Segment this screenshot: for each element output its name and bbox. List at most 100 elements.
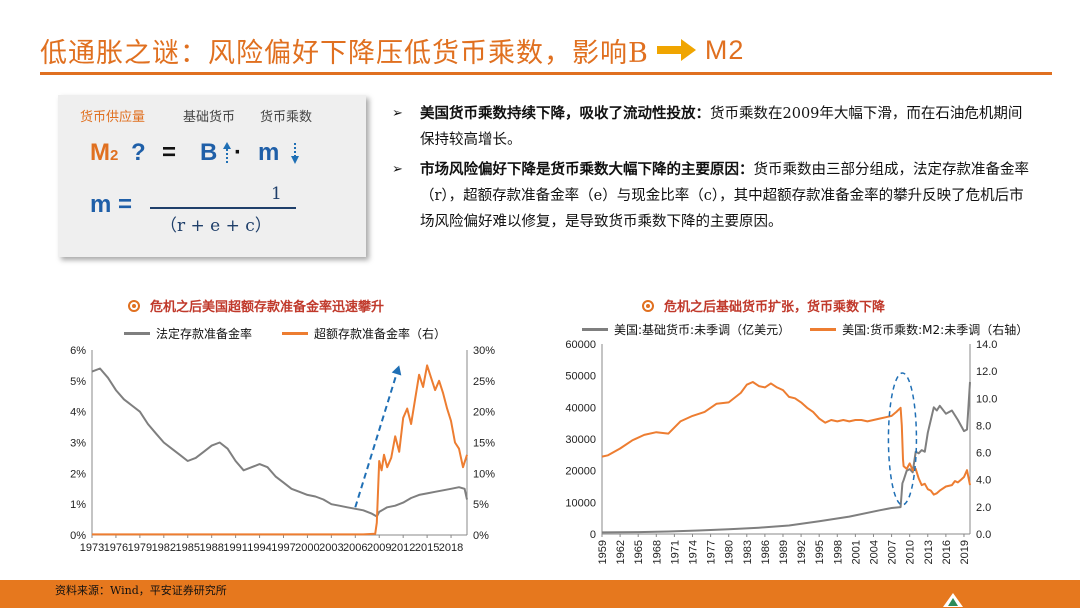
chart2-title: 危机之后基础货币扩张，货币乘数下降 [642,296,885,315]
x-tick-label: 2013 [923,540,935,564]
title-divider [40,72,1052,75]
y-left-tick-label: 0% [70,530,86,542]
bullet-heading: 美国货币乘数持续下降，吸收了流动性投放： [420,105,710,122]
x-tick-label: 1983 [742,540,754,564]
y-left-tick-label: 6% [70,345,86,357]
x-tick-label: 1982 [152,542,176,554]
y-right-tick-label: 20% [473,407,495,419]
legend-swatch-orange [282,332,309,335]
x-tick-label: 1988 [199,542,223,554]
footer-bar [0,580,1080,608]
legend-label: 美国:基础货币:未季调（亿美元） [614,323,791,337]
y-right-tick-label: 8.0 [976,420,991,432]
x-tick-label: 2018 [439,542,463,554]
series-line-1 [92,364,468,536]
formula-label-supply: 货币供应量 [80,110,146,125]
bullet-text: 货币乘数由三部分组成，法定存款准备金率（r），超额存款准备金率（e）与现金比率（… [420,162,1029,230]
legend-label: 超额存款准备金率（右） [314,327,447,341]
target-icon [642,299,654,312]
formula-denominator: （r + e + c） [160,216,272,236]
y-left-tick-label: 0 [590,529,596,541]
x-tick-label: 1965 [633,540,645,564]
x-tick-label: 1994 [247,542,271,554]
y-right-tick-label: 2.0 [976,502,991,514]
legend-label: 美国:货币乘数:M2:未季调（右轴） [842,323,1029,337]
chart1-title: 危机之后美国超额存款准备金率迅速攀升 [128,296,384,315]
page-title-suffix: M2 [704,34,745,65]
y-right-tick-label: 25% [473,376,495,388]
x-tick-label: 1973 [80,542,104,554]
y-left-tick-label: 4% [70,407,86,419]
x-tick-label: 1997 [271,542,295,554]
down-arrow-icon [291,143,299,164]
highlight-ellipse [887,372,918,506]
y-right-tick-label: 10.0 [976,393,997,405]
formula-question: ? [131,139,146,166]
x-tick-label: 1971 [669,540,681,564]
x-tick-label: 2000 [295,542,319,554]
x-tick-label: 2003 [319,542,343,554]
x-tick-label: 1998 [832,540,844,564]
bullet-list: ➢ 美国货币乘数持续下降，吸收了流动性投放：货币乘数在2009年大幅下滑，而在石… [390,101,1030,239]
x-tick-label: 2012 [391,542,415,554]
y-right-tick-label: 0% [473,530,489,542]
x-tick-label: 2016 [941,540,953,564]
x-tick-label: 1962 [615,540,627,564]
formula-dot: · [234,139,242,166]
x-tick-label: 2010 [905,540,917,564]
y-right-tick-label: 5% [473,499,489,511]
legend-swatch-grey [124,332,150,335]
formula-numerator: 1 [271,184,282,204]
x-tick-label: 1959 [597,540,609,564]
legend-swatch-grey [582,328,608,331]
target-icon [128,299,140,312]
bullet-arrow-icon: ➢ [392,106,403,121]
x-tick-label: 2015 [415,542,439,554]
y-right-tick-label: 6.0 [976,448,991,460]
series-line-0 [601,381,971,534]
y-right-tick-label: 10% [473,468,495,480]
x-tick-label: 2001 [850,540,862,564]
x-tick-label: 1979 [128,542,152,554]
y-left-tick-label: 1% [70,499,86,511]
y-left-tick-label: 20000 [565,466,596,478]
bullet-text: 货币乘数在2009年大幅下滑，而在石油危机期间保持较高增长。 [420,106,1023,148]
x-tick-label: 1968 [651,540,663,564]
right-arrow-icon [656,39,696,61]
series-line-1 [601,381,971,496]
formula-m2: M2 [90,139,119,166]
x-tick-label: 2006 [343,542,367,554]
x-tick-label: 1976 [104,542,128,554]
formula-label-multiplier: 货币乘数 [260,110,313,125]
company-logo-icon [943,593,963,607]
bullet-heading: 市场风险偏好下降是货币乘数大幅下降的主要原因： [420,161,754,178]
page-title: 低通胀之谜：风险偏好下降压低货币乘数，影响B M2 [40,30,744,70]
x-tick-label: 1986 [760,540,772,564]
y-right-tick-label: 4.0 [976,475,991,487]
up-arrow-icon [223,142,231,163]
x-tick-label: 1974 [687,540,699,564]
formula-b: B [200,139,218,166]
x-tick-label: 1989 [778,540,790,564]
legend-swatch-orange [810,328,837,331]
formula-m-def: m = [90,191,133,218]
y-left-tick-label: 3% [70,438,86,450]
formula-equals: = [162,139,177,166]
bullet-item: ➢ 美国货币乘数持续下降，吸收了流动性投放：货币乘数在2009年大幅下滑，而在石… [390,101,1030,153]
x-tick-label: 2019 [959,540,971,564]
x-tick-label: 1995 [814,540,826,564]
bullet-item: ➢ 市场风险偏好下降是货币乘数大幅下降的主要原因：货币乘数由三部分组成，法定存款… [390,157,1030,235]
y-left-tick-label: 50000 [565,371,596,383]
y-left-tick-label: 30000 [565,434,596,446]
y-left-tick-label: 2% [70,468,86,480]
formula-box: 货币供应量 基础货币 货币乘数 M2 ? = B · m m = 1 （r + … [58,95,366,257]
x-tick-label: 1992 [796,540,808,564]
y-left-tick-label: 40000 [565,402,596,414]
y-right-tick-label: 15% [473,438,495,450]
formula-label-base: 基础货币 [183,110,236,125]
y-left-tick-label: 10000 [565,497,596,509]
series-line-0 [91,367,468,518]
formula-m: m [258,139,280,166]
